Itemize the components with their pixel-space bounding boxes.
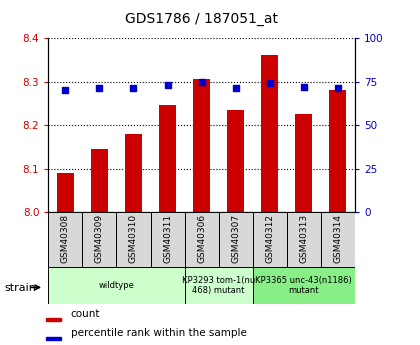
Text: strain: strain (4, 283, 36, 293)
Text: KP3293 tom-1(nu
468) mutant: KP3293 tom-1(nu 468) mutant (182, 276, 255, 295)
Text: GSM40308: GSM40308 (61, 214, 70, 263)
Point (232, 86, 239, 91)
Bar (287, 212, 321, 267)
Bar (46, 318, 60, 321)
Bar (227, 110, 244, 212)
Text: GDS1786 / 187051_at: GDS1786 / 187051_at (125, 12, 278, 26)
Bar (321, 212, 355, 267)
Bar (57, 173, 74, 212)
Bar (184, 267, 253, 304)
Bar (48, 267, 184, 304)
Bar (219, 212, 253, 267)
Text: GSM40309: GSM40309 (95, 214, 104, 263)
Bar (91, 149, 108, 212)
Point (334, 86, 341, 91)
Bar (253, 212, 287, 267)
Text: KP3365 unc-43(n1186)
mutant: KP3365 unc-43(n1186) mutant (255, 276, 352, 295)
Bar (46, 337, 60, 340)
Point (96, 86, 103, 91)
Point (62, 87, 69, 93)
Bar (150, 212, 184, 267)
Text: GSM40311: GSM40311 (163, 214, 172, 263)
Bar (48, 212, 82, 267)
Point (164, 82, 171, 88)
Bar (82, 212, 116, 267)
Bar (184, 212, 219, 267)
Point (130, 86, 137, 91)
Text: GSM40306: GSM40306 (197, 214, 206, 263)
Bar (159, 106, 176, 212)
Bar (329, 90, 346, 212)
Text: GSM40314: GSM40314 (333, 214, 342, 263)
Text: GSM40313: GSM40313 (299, 214, 308, 263)
Point (300, 84, 307, 89)
Point (266, 80, 273, 86)
Text: GSM40310: GSM40310 (129, 214, 138, 263)
Text: count: count (71, 309, 100, 319)
Bar (253, 267, 355, 304)
Text: percentile rank within the sample: percentile rank within the sample (71, 328, 247, 338)
Bar (125, 134, 142, 212)
Point (198, 79, 205, 84)
Bar (261, 56, 278, 212)
Text: wildtype: wildtype (99, 281, 134, 290)
Bar (193, 79, 210, 212)
Bar (295, 114, 312, 212)
Text: GSM40312: GSM40312 (265, 214, 274, 263)
Text: GSM40307: GSM40307 (231, 214, 240, 263)
Bar (116, 212, 150, 267)
